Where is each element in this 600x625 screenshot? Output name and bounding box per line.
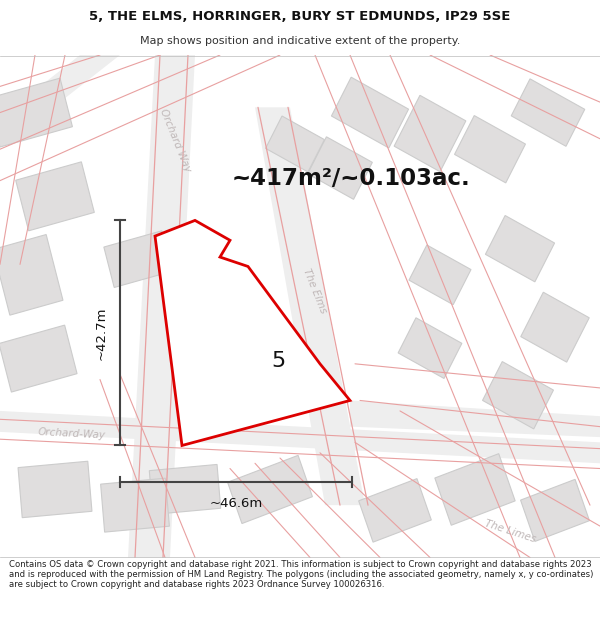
Text: ~46.6m: ~46.6m xyxy=(209,497,263,510)
Polygon shape xyxy=(350,401,600,437)
Polygon shape xyxy=(398,318,462,379)
Polygon shape xyxy=(255,107,365,505)
Polygon shape xyxy=(227,456,313,524)
Text: 5, THE ELMS, HORRINGER, BURY ST EDMUNDS, IP29 5SE: 5, THE ELMS, HORRINGER, BURY ST EDMUNDS,… xyxy=(89,10,511,23)
Polygon shape xyxy=(485,216,554,282)
Polygon shape xyxy=(511,79,585,146)
Text: 5: 5 xyxy=(271,351,285,371)
Polygon shape xyxy=(308,137,373,199)
Polygon shape xyxy=(0,55,120,118)
Polygon shape xyxy=(266,116,325,172)
Polygon shape xyxy=(455,116,526,183)
Polygon shape xyxy=(101,478,169,532)
Polygon shape xyxy=(521,292,589,362)
Polygon shape xyxy=(104,231,172,288)
Polygon shape xyxy=(482,362,553,429)
Text: ~417m²/~0.103ac.: ~417m²/~0.103ac. xyxy=(232,167,471,190)
Text: The Limes: The Limes xyxy=(483,518,537,544)
Text: Contains OS data © Crown copyright and database right 2021. This information is : Contains OS data © Crown copyright and d… xyxy=(9,559,593,589)
Text: Map shows position and indicative extent of the property.: Map shows position and indicative extent… xyxy=(140,36,460,46)
Polygon shape xyxy=(409,245,471,305)
Polygon shape xyxy=(155,221,350,446)
Text: ~42.7m: ~42.7m xyxy=(95,306,108,360)
Text: The Elms: The Elms xyxy=(301,267,329,314)
Polygon shape xyxy=(0,325,77,392)
Polygon shape xyxy=(394,96,466,172)
Polygon shape xyxy=(521,479,589,541)
Polygon shape xyxy=(149,464,221,514)
Polygon shape xyxy=(0,234,63,315)
Polygon shape xyxy=(128,55,195,558)
Polygon shape xyxy=(0,78,73,147)
Polygon shape xyxy=(0,411,600,463)
Text: Orchard Way: Orchard Way xyxy=(158,107,192,174)
Polygon shape xyxy=(16,162,94,231)
Polygon shape xyxy=(435,454,515,525)
Polygon shape xyxy=(18,461,92,518)
Text: Orchard-Way: Orchard-Way xyxy=(38,428,106,441)
Polygon shape xyxy=(331,78,409,148)
Polygon shape xyxy=(359,479,431,542)
